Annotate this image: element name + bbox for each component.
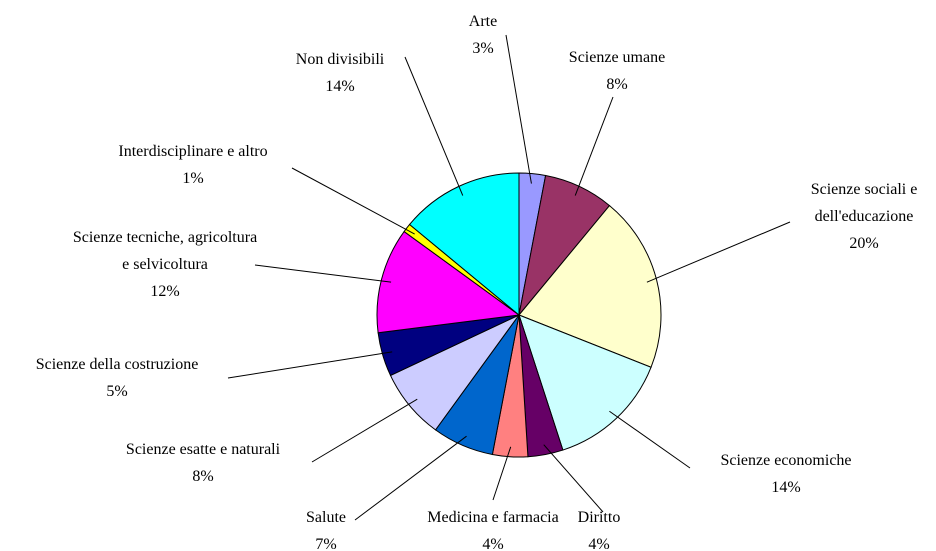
leader-line — [646, 221, 791, 283]
leader-line — [505, 34, 532, 184]
slice-label: Scienze economiche 14% — [681, 447, 891, 501]
leader-line — [492, 446, 512, 501]
category-label: Scienze esatte e naturali — [125, 441, 281, 458]
category-label: Arte — [468, 13, 498, 30]
slice-label: Arte 3% — [443, 8, 523, 62]
slice-label: Non divisibili 14% — [270, 46, 410, 100]
value-label: 1% — [182, 170, 204, 187]
value-label: 8% — [192, 468, 214, 485]
category-label: Scienze tecniche, agricoltura e selvicol… — [72, 229, 258, 273]
pie-slice — [376, 230, 521, 334]
value-label: 5% — [106, 383, 128, 400]
value-label: 4% — [482, 536, 504, 551]
leader-line — [404, 56, 464, 196]
value-label: 7% — [315, 536, 337, 551]
leader-line — [311, 398, 418, 463]
value-label: 20% — [849, 235, 879, 252]
leader-line — [609, 410, 691, 469]
slice-label: Scienze tecniche, agricoltura e selvicol… — [70, 224, 260, 305]
slice-label: Diritto 4% — [559, 504, 639, 551]
category-label: Scienze umane — [568, 49, 666, 66]
category-label: Scienze economiche — [720, 452, 852, 469]
slice-label: Scienze sociali e dell'educazione 20% — [794, 176, 934, 257]
leader-line — [254, 264, 392, 283]
category-label: Salute — [306, 509, 346, 526]
category-label: Interdisciplinare e altro — [118, 143, 268, 160]
leader-line — [227, 351, 393, 379]
slice-label: Scienze umane 8% — [547, 44, 687, 98]
pie-slice — [518, 204, 662, 368]
category-label: Non divisibili — [295, 51, 385, 68]
slice-label: Salute 7% — [286, 504, 366, 551]
slice-label: Scienze esatte e naturali 8% — [88, 436, 318, 490]
category-label: Scienze della costruzione — [35, 356, 199, 373]
slice-label: Medicina e farmacia 4% — [398, 504, 588, 551]
category-label: Scienze sociali e dell'educazione — [810, 181, 918, 225]
value-label: 14% — [771, 479, 801, 496]
leader-line — [574, 96, 614, 196]
slice-label: Interdisciplinare e altro 1% — [78, 138, 308, 192]
value-label: 14% — [325, 78, 355, 95]
leader-line — [291, 167, 415, 235]
category-label: Diritto — [577, 509, 621, 526]
value-label: 8% — [606, 76, 628, 93]
leader-line — [354, 435, 467, 521]
value-label: 12% — [150, 283, 180, 300]
slice-label: Scienze della costruzione 5% — [2, 351, 232, 405]
value-label: 3% — [472, 40, 494, 57]
leader-line — [543, 444, 604, 513]
value-label: 4% — [588, 536, 610, 551]
category-label: Medicina e farmacia — [427, 509, 559, 526]
